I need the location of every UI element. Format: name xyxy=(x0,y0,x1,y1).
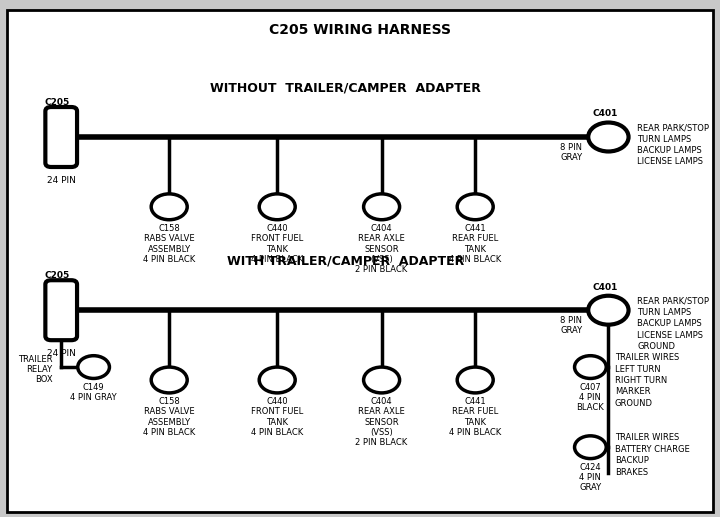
Text: SENSOR: SENSOR xyxy=(364,418,399,427)
Circle shape xyxy=(78,356,109,378)
Text: TANK: TANK xyxy=(464,245,486,253)
Circle shape xyxy=(457,194,493,220)
Text: GRAY: GRAY xyxy=(560,153,582,161)
Text: REAR FUEL: REAR FUEL xyxy=(452,234,498,243)
Text: (VSS): (VSS) xyxy=(370,255,393,264)
FancyBboxPatch shape xyxy=(7,10,713,512)
Text: REAR PARK/STOP: REAR PARK/STOP xyxy=(637,123,709,132)
Text: BACKUP LAMPS: BACKUP LAMPS xyxy=(637,146,702,155)
Circle shape xyxy=(151,367,187,393)
Text: LICENSE LAMPS: LICENSE LAMPS xyxy=(637,157,703,166)
Text: C401: C401 xyxy=(592,283,618,292)
Text: WITH TRAILER/CAMPER  ADAPTER: WITH TRAILER/CAMPER ADAPTER xyxy=(227,254,464,268)
Text: 8 PIN: 8 PIN xyxy=(560,316,582,325)
Text: BOX: BOX xyxy=(35,375,53,385)
Text: 24 PIN: 24 PIN xyxy=(47,349,76,358)
Text: RABS VALVE: RABS VALVE xyxy=(144,407,194,416)
Text: GROUND: GROUND xyxy=(615,399,653,408)
Text: GRAY: GRAY xyxy=(560,326,582,334)
Text: 4 PIN: 4 PIN xyxy=(580,393,601,402)
Text: C205: C205 xyxy=(45,98,71,107)
Text: REAR AXLE: REAR AXLE xyxy=(359,234,405,243)
Text: BACKUP LAMPS: BACKUP LAMPS xyxy=(637,319,702,328)
Text: 8 PIN: 8 PIN xyxy=(560,143,582,152)
Text: TRAILER: TRAILER xyxy=(18,355,53,364)
Text: WITHOUT  TRAILER/CAMPER  ADAPTER: WITHOUT TRAILER/CAMPER ADAPTER xyxy=(210,81,481,95)
Circle shape xyxy=(259,367,295,393)
Text: REAR FUEL: REAR FUEL xyxy=(452,407,498,416)
Text: C424: C424 xyxy=(580,463,601,472)
Text: REAR PARK/STOP: REAR PARK/STOP xyxy=(637,296,709,306)
Text: TANK: TANK xyxy=(266,245,288,253)
Text: RIGHT TURN: RIGHT TURN xyxy=(615,376,667,385)
Text: 4 PIN BLACK: 4 PIN BLACK xyxy=(449,428,501,437)
Text: C407: C407 xyxy=(580,383,601,391)
Text: C158: C158 xyxy=(158,224,180,233)
Text: LEFT TURN: LEFT TURN xyxy=(615,364,660,374)
Text: TANK: TANK xyxy=(464,418,486,427)
Circle shape xyxy=(588,123,629,151)
Text: C158: C158 xyxy=(158,397,180,406)
Circle shape xyxy=(364,367,400,393)
Text: 4 PIN BLACK: 4 PIN BLACK xyxy=(143,428,195,437)
Text: 2 PIN BLACK: 2 PIN BLACK xyxy=(356,438,408,447)
Text: TURN LAMPS: TURN LAMPS xyxy=(637,134,691,144)
Text: C149: C149 xyxy=(83,383,104,391)
Text: C401: C401 xyxy=(592,110,618,118)
Text: C205: C205 xyxy=(45,271,71,280)
Text: C205 WIRING HARNESS: C205 WIRING HARNESS xyxy=(269,23,451,37)
Text: TURN LAMPS: TURN LAMPS xyxy=(637,308,691,317)
Text: FRONT FUEL: FRONT FUEL xyxy=(251,234,303,243)
Text: FRONT FUEL: FRONT FUEL xyxy=(251,407,303,416)
Text: C404: C404 xyxy=(371,397,392,406)
Text: 4 PIN: 4 PIN xyxy=(580,473,601,482)
Circle shape xyxy=(588,296,629,325)
Text: 24 PIN: 24 PIN xyxy=(47,176,76,185)
Circle shape xyxy=(575,436,606,459)
Text: GROUND: GROUND xyxy=(637,342,675,351)
Text: 4 PIN BLACK: 4 PIN BLACK xyxy=(143,255,195,264)
Circle shape xyxy=(364,194,400,220)
Text: 2 PIN BLACK: 2 PIN BLACK xyxy=(356,265,408,274)
Text: SENSOR: SENSOR xyxy=(364,245,399,253)
Circle shape xyxy=(575,356,606,378)
Text: RELAY: RELAY xyxy=(27,365,53,374)
Text: MARKER: MARKER xyxy=(615,387,650,397)
Text: 4 PIN BLACK: 4 PIN BLACK xyxy=(251,428,303,437)
Text: C441: C441 xyxy=(464,224,486,233)
Text: C404: C404 xyxy=(371,224,392,233)
FancyBboxPatch shape xyxy=(45,280,77,340)
Text: RABS VALVE: RABS VALVE xyxy=(144,234,194,243)
Text: REAR AXLE: REAR AXLE xyxy=(359,407,405,416)
Text: C440: C440 xyxy=(266,224,288,233)
Text: LICENSE LAMPS: LICENSE LAMPS xyxy=(637,330,703,340)
Text: BACKUP: BACKUP xyxy=(615,456,649,465)
Text: ASSEMBLY: ASSEMBLY xyxy=(148,418,191,427)
Text: 4 PIN BLACK: 4 PIN BLACK xyxy=(449,255,501,264)
Text: 4 PIN GRAY: 4 PIN GRAY xyxy=(71,393,117,402)
Text: ASSEMBLY: ASSEMBLY xyxy=(148,245,191,253)
Text: BATTERY CHARGE: BATTERY CHARGE xyxy=(615,445,690,454)
Text: BLACK: BLACK xyxy=(577,403,604,412)
Text: 4 PIN BLACK: 4 PIN BLACK xyxy=(251,255,303,264)
Text: TRAILER WIRES: TRAILER WIRES xyxy=(615,353,679,362)
Text: BRAKES: BRAKES xyxy=(615,467,648,477)
Circle shape xyxy=(151,194,187,220)
Text: (VSS): (VSS) xyxy=(370,428,393,437)
Text: C440: C440 xyxy=(266,397,288,406)
FancyBboxPatch shape xyxy=(45,107,77,167)
Circle shape xyxy=(259,194,295,220)
Text: C441: C441 xyxy=(464,397,486,406)
Text: TRAILER WIRES: TRAILER WIRES xyxy=(615,433,679,443)
Circle shape xyxy=(457,367,493,393)
Text: TANK: TANK xyxy=(266,418,288,427)
Text: GRAY: GRAY xyxy=(580,483,601,492)
